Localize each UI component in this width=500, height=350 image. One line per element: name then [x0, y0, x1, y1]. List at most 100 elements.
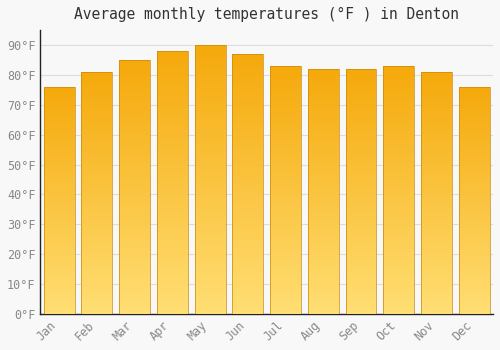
- Bar: [384, 86, 414, 88]
- Bar: [270, 91, 301, 93]
- Bar: [384, 205, 414, 207]
- Bar: [44, 271, 74, 273]
- Bar: [308, 231, 338, 233]
- Bar: [346, 253, 376, 255]
- Bar: [194, 163, 226, 166]
- Bar: [308, 182, 338, 184]
- Bar: [157, 98, 188, 101]
- Bar: [308, 174, 338, 177]
- Bar: [346, 130, 376, 133]
- Bar: [119, 90, 150, 93]
- Bar: [194, 292, 226, 295]
- Bar: [346, 285, 376, 287]
- Bar: [346, 179, 376, 182]
- Bar: [458, 132, 490, 134]
- Bar: [270, 128, 301, 131]
- Bar: [421, 152, 452, 154]
- Bar: [82, 101, 112, 103]
- Bar: [346, 206, 376, 209]
- Bar: [384, 244, 414, 247]
- Bar: [421, 178, 452, 181]
- Bar: [346, 302, 376, 304]
- Bar: [119, 245, 150, 248]
- Bar: [119, 177, 150, 179]
- Bar: [346, 142, 376, 145]
- Bar: [82, 84, 112, 86]
- Bar: [458, 160, 490, 162]
- Bar: [308, 130, 338, 133]
- Bar: [119, 286, 150, 288]
- Bar: [421, 183, 452, 186]
- Bar: [270, 168, 301, 170]
- Bar: [232, 137, 264, 140]
- Bar: [458, 150, 490, 153]
- Bar: [384, 71, 414, 74]
- Bar: [82, 123, 112, 125]
- Bar: [384, 212, 414, 215]
- Bar: [346, 194, 376, 196]
- Bar: [270, 262, 301, 264]
- Bar: [119, 113, 150, 116]
- Bar: [194, 58, 226, 61]
- Bar: [119, 100, 150, 103]
- Bar: [44, 223, 74, 225]
- Bar: [421, 278, 452, 280]
- Bar: [194, 263, 226, 266]
- Bar: [384, 182, 414, 185]
- Bar: [82, 111, 112, 113]
- Bar: [44, 234, 74, 237]
- Bar: [421, 72, 452, 74]
- Bar: [119, 131, 150, 134]
- Bar: [458, 209, 490, 212]
- Bar: [157, 175, 188, 177]
- Bar: [421, 246, 452, 248]
- Bar: [308, 142, 338, 145]
- Bar: [421, 224, 452, 227]
- Bar: [119, 294, 150, 296]
- Bar: [232, 114, 264, 116]
- Bar: [346, 282, 376, 285]
- Bar: [157, 282, 188, 285]
- Bar: [157, 106, 188, 109]
- Bar: [44, 194, 74, 196]
- Bar: [44, 214, 74, 216]
- Bar: [346, 155, 376, 157]
- Bar: [44, 137, 74, 139]
- Bar: [232, 192, 264, 194]
- Bar: [270, 215, 301, 217]
- Bar: [194, 93, 226, 96]
- Bar: [157, 306, 188, 309]
- Bar: [44, 196, 74, 198]
- Bar: [270, 234, 301, 237]
- Bar: [82, 169, 112, 171]
- Bar: [119, 103, 150, 106]
- Bar: [157, 193, 188, 196]
- Bar: [270, 116, 301, 118]
- Bar: [157, 64, 188, 67]
- Bar: [458, 112, 490, 114]
- Bar: [157, 248, 188, 251]
- Bar: [232, 301, 264, 303]
- Bar: [308, 79, 338, 81]
- Bar: [232, 80, 264, 83]
- Bar: [82, 266, 112, 268]
- Bar: [346, 113, 376, 116]
- Bar: [346, 106, 376, 108]
- Bar: [194, 75, 226, 77]
- Bar: [194, 282, 226, 284]
- Bar: [346, 101, 376, 103]
- Bar: [308, 179, 338, 182]
- Bar: [232, 150, 264, 153]
- Bar: [270, 301, 301, 304]
- Bar: [119, 248, 150, 250]
- Bar: [157, 67, 188, 69]
- Bar: [232, 197, 264, 199]
- Bar: [384, 118, 414, 120]
- Bar: [232, 77, 264, 80]
- Bar: [157, 232, 188, 235]
- Bar: [308, 162, 338, 164]
- Bar: [44, 144, 74, 146]
- Bar: [421, 227, 452, 229]
- Bar: [157, 246, 188, 248]
- Bar: [270, 188, 301, 190]
